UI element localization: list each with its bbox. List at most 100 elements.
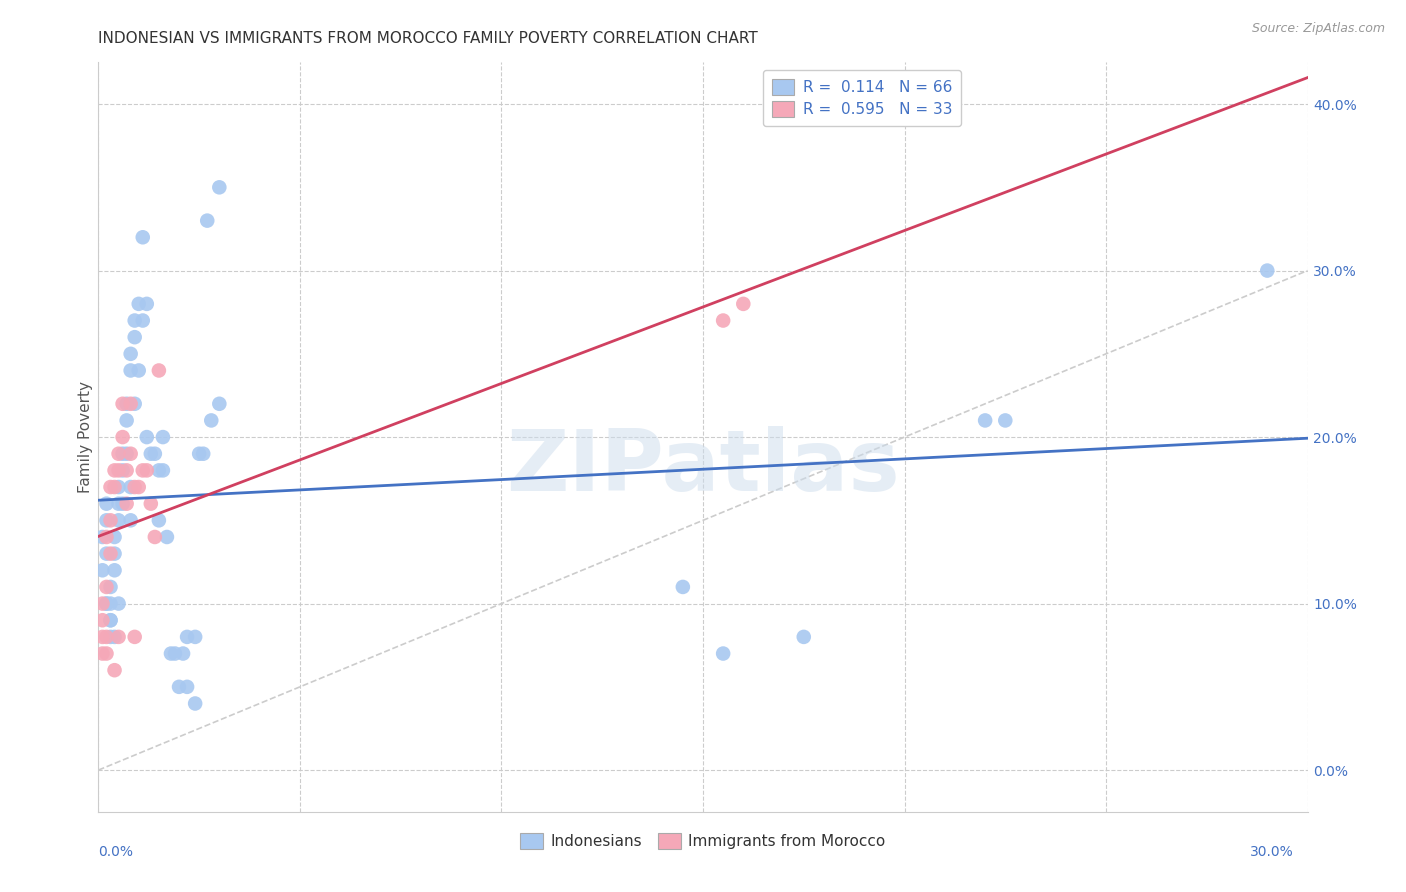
- Point: [148, 513, 170, 527]
- Point: [111, 497, 134, 511]
- Point: [132, 230, 155, 244]
- Point: [100, 630, 122, 644]
- Point: [124, 397, 146, 411]
- Point: [103, 547, 125, 561]
- Point: [107, 497, 129, 511]
- Point: [148, 463, 170, 477]
- Point: [115, 397, 138, 411]
- Point: [103, 630, 125, 644]
- Point: [208, 397, 231, 411]
- Point: [135, 430, 157, 444]
- Point: [91, 597, 114, 611]
- Point: [96, 630, 118, 644]
- Point: [100, 480, 122, 494]
- Point: [143, 447, 166, 461]
- Point: [132, 313, 155, 327]
- Point: [152, 430, 174, 444]
- Point: [96, 513, 118, 527]
- Point: [176, 680, 198, 694]
- Point: [711, 313, 734, 327]
- Point: [120, 397, 142, 411]
- Point: [733, 297, 755, 311]
- Point: [115, 447, 138, 461]
- Point: [96, 497, 118, 511]
- Text: Source: ZipAtlas.com: Source: ZipAtlas.com: [1251, 22, 1385, 36]
- Point: [100, 547, 122, 561]
- Point: [115, 413, 138, 427]
- Point: [152, 463, 174, 477]
- Point: [120, 480, 142, 494]
- Point: [111, 397, 134, 411]
- Point: [115, 463, 138, 477]
- Point: [103, 663, 125, 677]
- Point: [111, 447, 134, 461]
- Point: [107, 447, 129, 461]
- Point: [96, 530, 118, 544]
- Point: [193, 447, 215, 461]
- Point: [91, 647, 114, 661]
- Point: [100, 580, 122, 594]
- Point: [100, 597, 122, 611]
- Point: [124, 330, 146, 344]
- Point: [96, 597, 118, 611]
- Point: [167, 680, 190, 694]
- Point: [124, 313, 146, 327]
- Point: [91, 530, 114, 544]
- Point: [103, 480, 125, 494]
- Point: [711, 647, 734, 661]
- Point: [107, 480, 129, 494]
- Point: [91, 613, 114, 627]
- Point: [120, 363, 142, 377]
- Point: [120, 447, 142, 461]
- Point: [128, 363, 150, 377]
- Point: [128, 480, 150, 494]
- Point: [172, 647, 194, 661]
- Point: [107, 513, 129, 527]
- Point: [793, 630, 815, 644]
- Point: [163, 647, 186, 661]
- Point: [184, 697, 207, 711]
- Point: [148, 363, 170, 377]
- Point: [135, 463, 157, 477]
- Point: [139, 497, 162, 511]
- Point: [100, 613, 122, 627]
- Point: [120, 513, 142, 527]
- Text: 30.0%: 30.0%: [1250, 845, 1294, 859]
- Point: [132, 463, 155, 477]
- Point: [103, 563, 125, 577]
- Point: [100, 613, 122, 627]
- Point: [100, 513, 122, 527]
- Point: [124, 630, 146, 644]
- Point: [96, 580, 118, 594]
- Point: [111, 430, 134, 444]
- Point: [143, 530, 166, 544]
- Text: ZIPatlas: ZIPatlas: [506, 425, 900, 508]
- Text: 0.0%: 0.0%: [98, 845, 134, 859]
- Point: [184, 630, 207, 644]
- Point: [994, 413, 1017, 427]
- Point: [91, 563, 114, 577]
- Point: [195, 213, 218, 227]
- Point: [200, 413, 222, 427]
- Point: [103, 530, 125, 544]
- Point: [107, 597, 129, 611]
- Point: [188, 447, 211, 461]
- Point: [128, 297, 150, 311]
- Legend: Indonesians, Immigrants from Morocco: Indonesians, Immigrants from Morocco: [513, 825, 893, 856]
- Point: [1256, 263, 1278, 277]
- Point: [124, 480, 146, 494]
- Text: INDONESIAN VS IMMIGRANTS FROM MOROCCO FAMILY POVERTY CORRELATION CHART: INDONESIAN VS IMMIGRANTS FROM MOROCCO FA…: [98, 31, 758, 46]
- Point: [96, 597, 118, 611]
- Point: [176, 630, 198, 644]
- Point: [91, 630, 114, 644]
- Point: [96, 547, 118, 561]
- Point: [160, 647, 183, 661]
- Point: [120, 347, 142, 361]
- Point: [156, 530, 179, 544]
- Y-axis label: Family Poverty: Family Poverty: [77, 381, 93, 493]
- Point: [115, 497, 138, 511]
- Point: [107, 630, 129, 644]
- Point: [672, 580, 695, 594]
- Point: [103, 463, 125, 477]
- Point: [96, 647, 118, 661]
